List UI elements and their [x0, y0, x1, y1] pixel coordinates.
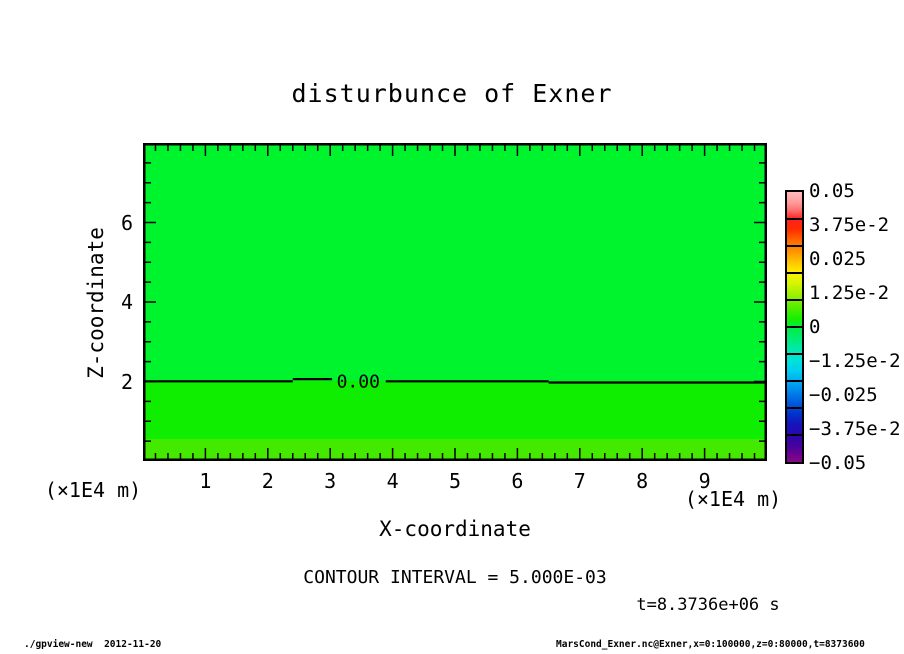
colorbar-block-divider — [787, 245, 802, 247]
x-tick-label: 6 — [511, 469, 524, 493]
tone-band — [143, 143, 767, 382]
tone-band — [143, 381, 767, 439]
colorbar-block-divider — [787, 326, 802, 328]
x-tick-label: 1 — [199, 469, 212, 493]
x-axis-title: X-coordinate — [379, 517, 531, 541]
chart-title: disturbunce of Exner — [291, 79, 613, 108]
colorbar — [785, 190, 804, 464]
x-tick-label: 8 — [636, 469, 649, 493]
colorbar-block-divider — [787, 407, 802, 409]
footer-command-text: ./gpview-new 2012-11-20 — [24, 639, 162, 650]
colorbar-block-divider — [787, 353, 802, 355]
x-tick-label: 3 — [324, 469, 337, 493]
colorbar-tick-label: 0.05 — [809, 180, 855, 202]
axes-and-contours — [143, 143, 767, 461]
x-tick-label: 9 — [698, 469, 711, 493]
x-tick-label: 5 — [448, 469, 462, 493]
colorbar-tick-label: −1.25e-2 — [809, 350, 901, 372]
tone-fill-layer — [143, 143, 767, 461]
colorbar-tick-label: 3.75e-2 — [809, 214, 890, 236]
colorbar-tick-label: 0.025 — [809, 248, 867, 270]
time-annotation: t=8.3736e+06 s — [636, 595, 780, 615]
y-tick-label: 4 — [120, 290, 133, 314]
x-tick-label: 4 — [386, 469, 399, 493]
y-tick-label: 2 — [120, 369, 133, 394]
colorbar-tick-label: −3.75e-2 — [809, 418, 901, 440]
colorbar-block-divider — [787, 380, 802, 382]
contour-value-label: 0.00 — [336, 371, 380, 392]
x-tick-label: 7 — [573, 469, 586, 493]
colorbar-block-divider — [787, 272, 802, 274]
footer-datasource-text: MarsCond_Exner.nc@Exner,x=0:100000,z=0:8… — [556, 639, 865, 650]
y-axis-unit-label: (×1E4 m) — [44, 478, 142, 502]
colorbar-tick-label: −0.025 — [809, 384, 878, 406]
plot-area: 0.00 — [143, 143, 767, 461]
contour-interval-annotation: CONTOUR INTERVAL = 5.000E-03 — [303, 567, 607, 588]
colorbar-block-divider — [787, 218, 802, 220]
colorbar-tick-label: 0 — [809, 316, 821, 338]
colorbar-tick-label: −0.05 — [809, 452, 867, 474]
x-tick-label: 2 — [261, 469, 274, 493]
colorbar-block-divider — [787, 299, 802, 301]
x-axis-unit-label: (×1E4 m) — [684, 487, 782, 511]
colorbar-tick-label: 1.25e-2 — [809, 282, 890, 304]
colorbar-block-divider — [787, 434, 802, 436]
y-tick-label: 6 — [120, 210, 133, 235]
